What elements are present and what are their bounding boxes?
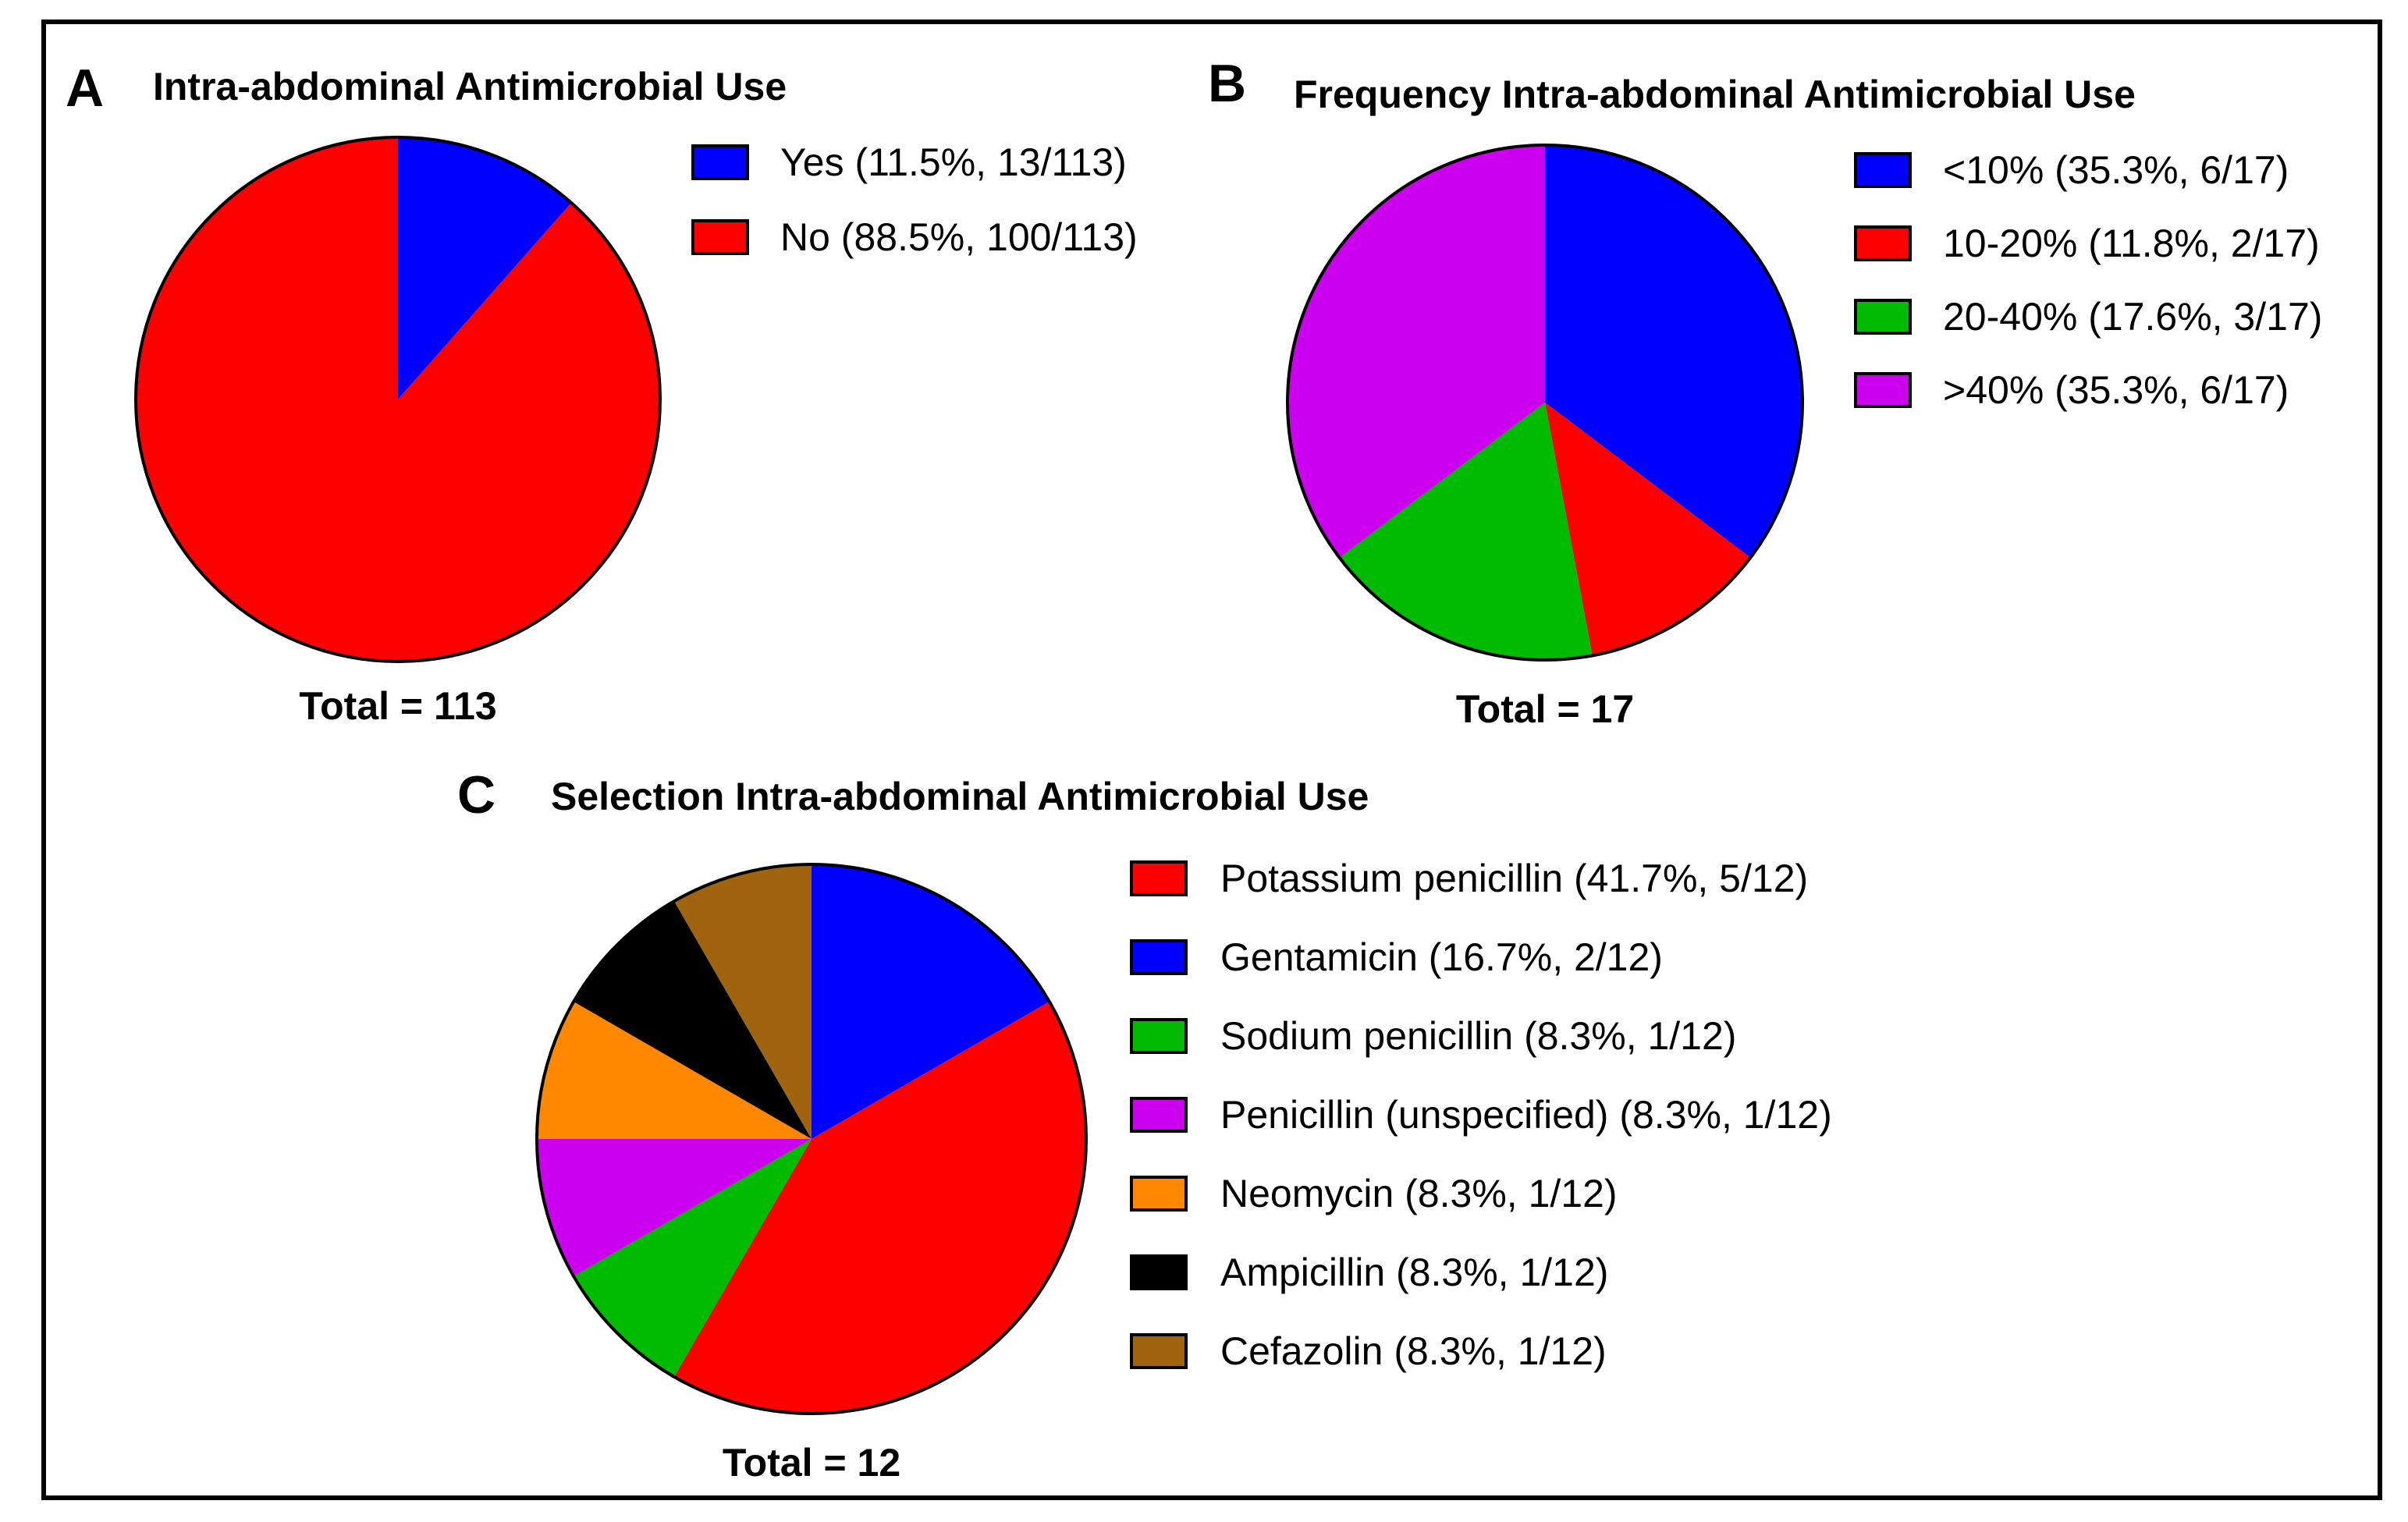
panel-c-legend-swatch-cefazolin [1130,1333,1188,1369]
panel-c-legend-label-gentamicin: Gentamicin (16.7%, 2/12) [1220,935,1663,979]
panel-c-slice-potassium-penicillin [674,1002,1086,1414]
panel-c-slice-penicillin [537,1139,812,1276]
panel-b-slice-10 [1545,145,1803,558]
panel-a-total-label: Total = 113 [299,684,496,728]
panel-c-legend-swatch-ampicillin [1130,1254,1188,1290]
panel-b-legend-label-10-20: 10-20% (11.8%, 2/17) [1943,222,2320,265]
panel-c-legend-label-penicillin: Penicillin (unspecified) (8.3%, 1/12) [1220,1093,1832,1137]
panel-c-pie-outline [535,863,1088,1415]
panel-a-letter: A [66,59,104,118]
panel-c-slice-ampicillin [574,901,812,1139]
panel-c-legend-swatch-sodium-penicillin [1130,1018,1188,1054]
panel-a-slice-no [136,137,661,662]
panel-c-title: Selection Intra-abdominal Antimicrobial … [551,775,1369,818]
panel-a-legend-label-yes: Yes (11.5%, 13/113) [780,140,1127,184]
panel-c-letter: C [457,765,495,825]
panel-a: A Intra-abdominal Antimicrobial Use Yes … [66,59,1138,728]
panel-b-legend: <10% (35.3%, 6/17) 10-20% (11.8%, 2/17) 20… [1854,148,2322,412]
panel-c-legend-swatch-gentamicin [1130,939,1188,975]
panel-c-slice-cefazolin [674,864,812,1139]
panel-c-slice-neomycin [537,1002,812,1139]
panel-b-legend-label-40: >40% (35.3%, 6/17) [1943,368,2289,412]
panel-b-legend-label-20-40: 20-40% (17.6%, 3/17) [1943,295,2322,339]
panel-b-legend-swatch-10-20 [1854,225,1912,261]
panel-b-total-label: Total = 17 [1456,687,1634,731]
panel-b-legend-label-10: <10% (35.3%, 6/17) [1943,148,2289,192]
panel-c-legend: Potassium penicillin (41.7%, 5/12) Gentam… [1130,857,1832,1373]
panel-b-pie-outline [1286,144,1804,662]
panel-b-letter: B [1208,54,1246,113]
panel-a-slice-yes [398,137,572,399]
panel-b-slice-40 [1287,144,1545,558]
panel-c-pie [535,863,1088,1415]
panel-c-slice-sodium-penicillin [574,1139,812,1377]
panel-a-legend: Yes (11.5%, 13/113) No (88.5%, 100/113) [691,140,1138,259]
panel-c-legend-label-sodium-penicillin: Sodium penicillin (8.3%, 1/12) [1220,1014,1736,1058]
panel-c-legend-label-ampicillin: Ampicillin (8.3%, 1/12) [1220,1251,1608,1294]
panel-a-title: Intra-abdominal Antimicrobial Use [153,65,787,108]
panel-b-slice-20-40 [1339,403,1593,661]
panel-a-pie [134,136,662,663]
panel-c-legend-swatch-potassium-penicillin [1130,860,1188,896]
panel-c-legend-swatch-penicillin [1130,1097,1188,1133]
panel-a-legend-label-no: No (88.5%, 100/113) [780,215,1138,259]
panel-c-total-label: Total = 12 [723,1441,900,1485]
panel-a-legend-swatch-yes [691,144,749,180]
panel-a-legend-swatch-no [691,219,749,255]
panel-c-legend-label-neomycin: Neomycin (8.3%, 1/12) [1220,1172,1618,1215]
panel-c-legend-label-potassium-penicillin: Potassium penicillin (41.7%, 5/12) [1220,857,1808,900]
panel-b-slice-10-20 [1545,403,1751,656]
panel-b-legend-swatch-40 [1854,372,1912,408]
panel-a-pie-outline [134,136,662,663]
panel-c-legend-swatch-neomycin [1130,1176,1188,1212]
panel-b-legend-swatch-20-40 [1854,299,1912,335]
panel-c-slice-gentamicin [812,864,1050,1139]
panel-b-title: Frequency Intra-abdominal Antimicrobial … [1294,73,2136,116]
panel-c: C Selection Intra-abdominal Antimicrobia… [457,765,1832,1485]
panel-b: B Frequency Intra-abdominal Antimicrobia… [1208,54,2322,731]
panel-b-pie [1286,144,1804,662]
panel-c-legend-label-cefazolin: Cefazolin (8.3%, 1/12) [1220,1329,1607,1373]
panel-b-legend-swatch-10 [1854,152,1912,188]
